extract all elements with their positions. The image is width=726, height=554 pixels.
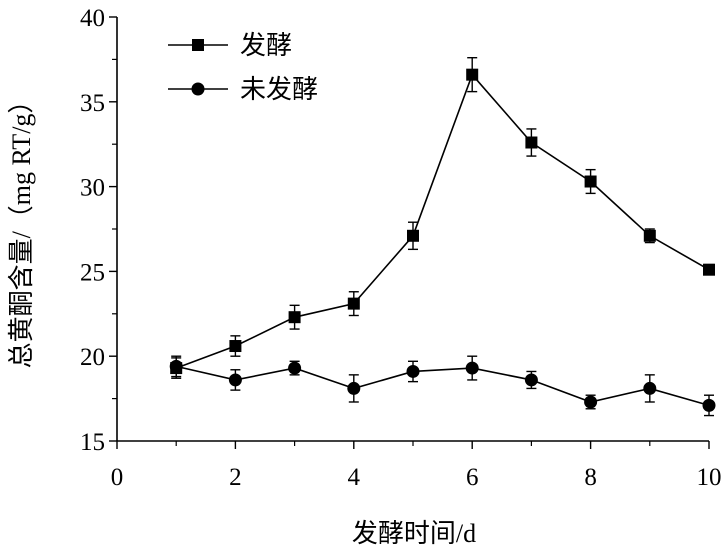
data-point <box>228 373 242 387</box>
y-tick-label: 40 <box>80 5 105 32</box>
legend-label: 发酵 <box>240 31 292 60</box>
data-point <box>703 263 715 276</box>
x-axis-label: 发酵时间/d <box>352 519 476 548</box>
y-tick-label: 35 <box>80 90 105 117</box>
series-layer <box>169 57 716 417</box>
data-point <box>643 381 657 395</box>
data-point <box>466 68 479 81</box>
x-tick-label: 10 <box>697 464 722 491</box>
series-1 <box>170 57 715 379</box>
y-axis-ticks: 15 20 25 30 35 40 <box>80 5 117 456</box>
legend-item-1: 发酵 <box>168 31 292 60</box>
x-axis-ticks: 0 2 4 6 8 10 <box>111 441 722 491</box>
data-point <box>288 361 302 375</box>
legend-marker <box>192 39 204 51</box>
x-tick-label: 0 <box>111 464 124 491</box>
data-point <box>643 229 656 242</box>
y-tick-label: 20 <box>80 344 105 371</box>
y-axis-label: 总黄酮含量/（mg RT/g） <box>7 88 36 369</box>
data-point <box>229 340 242 353</box>
legend-item-2: 未发酵 <box>168 75 318 104</box>
legend-marker <box>191 82 205 96</box>
x-tick-label: 2 <box>229 464 242 491</box>
y-tick-label: 25 <box>80 259 105 286</box>
x-tick-label: 8 <box>584 464 597 491</box>
x-tick-label: 4 <box>348 464 361 491</box>
data-point <box>406 364 420 378</box>
series-2 <box>169 355 716 417</box>
data-point <box>584 175 597 188</box>
data-point <box>407 229 419 242</box>
data-point <box>524 373 538 387</box>
series-line <box>176 365 710 407</box>
data-point <box>347 297 360 310</box>
x-tick-label: 6 <box>466 464 479 491</box>
data-point <box>525 136 538 149</box>
data-point <box>288 311 301 324</box>
data-point <box>169 359 183 373</box>
data-point <box>347 381 361 395</box>
legend-label: 未发酵 <box>240 75 318 104</box>
y-tick-label: 15 <box>80 429 105 456</box>
data-point <box>465 361 479 375</box>
y-tick-label: 30 <box>80 175 105 202</box>
data-point <box>584 395 598 409</box>
data-point <box>702 398 716 412</box>
series-line <box>175 73 710 369</box>
